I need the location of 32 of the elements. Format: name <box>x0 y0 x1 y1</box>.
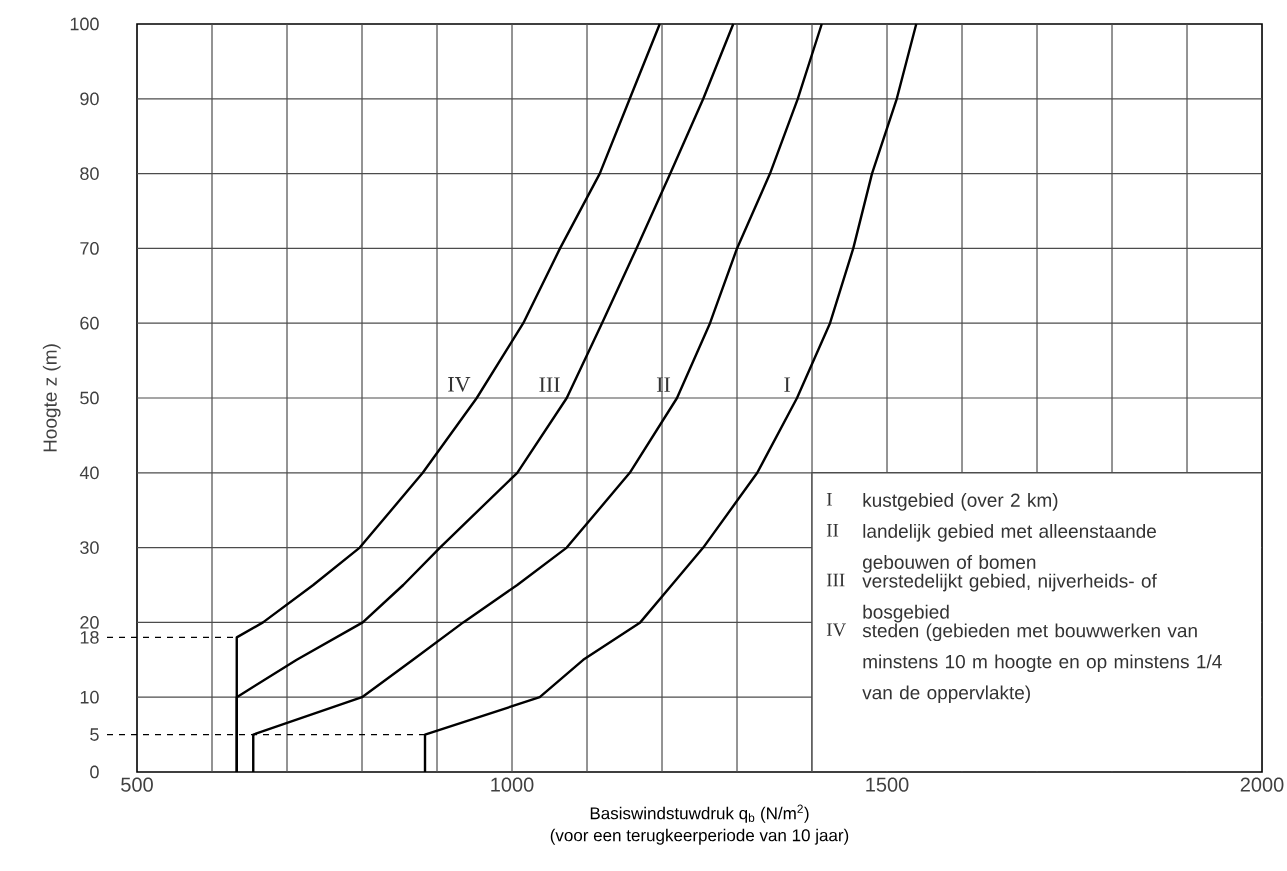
y-tick-label: 50 <box>80 391 99 405</box>
series-label: I <box>784 377 791 392</box>
y-tick-label: 70 <box>80 242 99 255</box>
y-axis-title: Hoogte z (m) <box>42 344 61 452</box>
series-label: III <box>539 377 560 392</box>
text: IV <box>826 623 847 637</box>
x-tick-label: 2000 <box>1240 777 1284 792</box>
text: II <box>826 524 839 537</box>
y-tick-label: 40 <box>79 466 99 480</box>
y-tick-label: 80 <box>80 167 99 180</box>
y-tick-label: 100 <box>70 17 99 31</box>
annotation: verstedelijkt gebied, nijverheids- of bosgebied <box>862 573 1157 623</box>
annotation: steden (gebieden met bouwwerken van minstens 10 m hoogte en op minstens 1/4 van de oppervlakte) <box>862 623 1222 704</box>
x-axis-title: Basiswindstuwdruk q$_{b}$ (N/m$^{2}$) <box>590 804 809 823</box>
y-tick-label: 0 <box>90 765 99 779</box>
text: I <box>826 493 832 506</box>
x-tick-label: 500 <box>121 777 153 792</box>
series-label: II <box>656 377 671 392</box>
annotation: landelijk gebied met alleenstaande gebouwen of bomen <box>863 523 1156 573</box>
x-tick-label: 1000 <box>491 777 534 792</box>
text: III <box>826 573 845 587</box>
annotation: kustgebied (over 2 km) <box>863 492 1058 511</box>
series-label: IV <box>448 377 471 392</box>
y-tick-label: 5 <box>90 728 99 741</box>
y-tick-label: 10 <box>80 690 99 704</box>
y-tick-label: 60 <box>80 316 99 330</box>
y-tick-label: 18 <box>80 630 99 644</box>
text: (voor een terugkeerperiode van 10 jaar) <box>550 828 849 845</box>
y-tick-label: 30 <box>80 541 99 554</box>
y-tick-label: 90 <box>80 92 99 106</box>
y-tick-label: 20 <box>80 616 99 629</box>
x-tick-label: 1500 <box>866 777 909 792</box>
